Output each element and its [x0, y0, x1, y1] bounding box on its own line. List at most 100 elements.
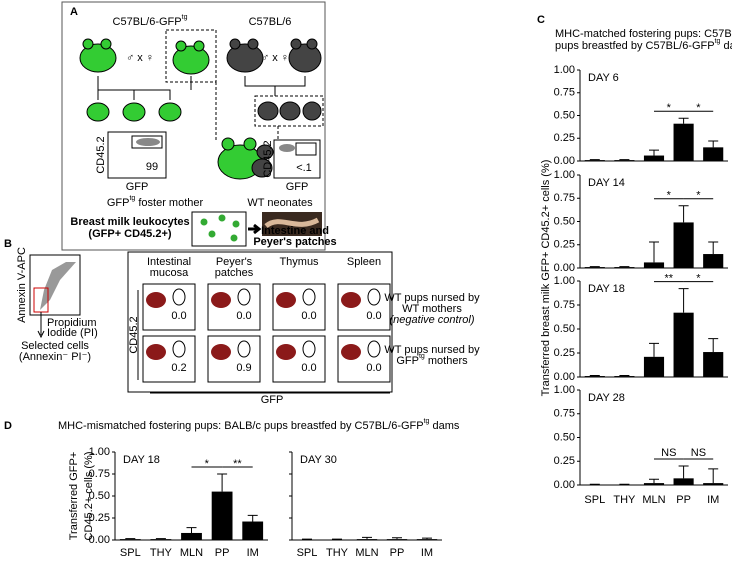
y-tick-label: 0.50 [554, 431, 575, 443]
gate [172, 288, 186, 306]
y-tick-label: 1.00 [554, 169, 575, 181]
x-tick-label: PP [676, 494, 691, 506]
gate-y-label: Annexin V-APC [16, 247, 28, 323]
gate [367, 340, 381, 358]
foster-label-rest: foster mother [135, 197, 203, 209]
facs-x-label: GFP [286, 181, 309, 193]
gfp-female [172, 40, 210, 75]
flow-plot [142, 283, 196, 331]
error-bar [708, 338, 719, 353]
error-bar [678, 465, 689, 479]
foster-label-main: GFP [107, 197, 130, 209]
flow-plot [142, 335, 196, 383]
panel-title-rest: dams [720, 40, 732, 52]
flow-plot [337, 335, 391, 383]
wt-female [288, 38, 322, 73]
bar [181, 532, 202, 540]
y-tick-label: 0.50 [89, 490, 110, 502]
flow-cloud [341, 292, 361, 308]
x-tick-label: THY [613, 494, 636, 506]
x-tick-label: MLN [355, 547, 378, 559]
x-tick-label: MLN [642, 494, 665, 506]
cross-arrows [244, 76, 306, 96]
arrow [248, 223, 262, 235]
neonates-label: WT neonates [247, 197, 313, 209]
gate [367, 288, 381, 306]
error-bar [649, 149, 659, 156]
flow-cloud [146, 292, 166, 308]
flow-value: 0.2 [171, 362, 186, 374]
gate-x-label: Iodide (PI) [47, 327, 98, 339]
bar [242, 521, 264, 540]
bar [584, 267, 605, 268]
wt-male [226, 38, 264, 73]
gate [237, 340, 251, 358]
error-bar [678, 117, 689, 124]
bar [673, 222, 694, 268]
flow-cloud [276, 344, 296, 360]
flow-value: 0.0 [366, 310, 381, 322]
y-tick-label: 1.00 [554, 64, 575, 76]
row-note: (negative control) [390, 314, 475, 326]
flow-value: 0.0 [236, 310, 251, 322]
bar [356, 539, 378, 540]
x-tick-label: PP [215, 547, 230, 559]
x-tick-label: THY [150, 547, 173, 559]
panel-a-art [61, 1, 326, 251]
panel-b-art [29, 251, 393, 393]
bar [386, 539, 408, 540]
significance-label: * [696, 190, 701, 202]
error-bar [649, 342, 659, 357]
significance-label: ** [665, 273, 674, 285]
cross-symbols: ♂ x ♀ [126, 52, 154, 64]
error-bar [649, 241, 659, 263]
y-tick-label: 0.75 [554, 87, 575, 99]
strain-label-main: C57BL/6-GFP [113, 16, 182, 28]
intestine [264, 217, 320, 229]
chart-title: DAY 28 [588, 392, 625, 404]
foster-label: GFPtg foster mother [107, 195, 204, 209]
y-axis-label: Transferred breast milk GFP+ CD45.2+ cel… [540, 160, 552, 397]
destination-label: Peyer's patches [253, 236, 336, 248]
significance-label: * [667, 190, 672, 202]
gfp-pups [86, 102, 182, 122]
panel-label: D [4, 420, 12, 432]
x-tick-label: IM [247, 547, 259, 559]
x-tick-label: SPL [584, 494, 605, 506]
bar [584, 376, 605, 377]
y-tick-label: 1.00 [554, 275, 575, 287]
y-tick-label: 0.50 [554, 323, 575, 335]
flow-value: 0.9 [236, 362, 251, 374]
significance-label: NS [661, 447, 676, 459]
error-bar [649, 478, 659, 484]
gate [237, 288, 251, 306]
strain-label: C57BL/6-GFPtg [113, 14, 188, 28]
bar [416, 539, 438, 540]
facs-cloud [279, 144, 295, 152]
y-tick-label: 0.25 [554, 239, 575, 251]
tissue-label: patches [215, 267, 254, 279]
axis-label: CD45.2 [128, 316, 140, 353]
flow-value: 0.0 [366, 362, 381, 374]
facs-y-label: CD45.2 [95, 136, 107, 173]
tissue-label: mucosa [150, 267, 189, 279]
bar [703, 483, 724, 485]
panel-title: MHC-mismatched fostering pups: BALB/c pu… [58, 418, 460, 432]
y-tick-label: 0.00 [89, 534, 110, 546]
flow-cloud [341, 344, 361, 360]
error-bar [392, 537, 402, 540]
flow-plot [272, 335, 326, 383]
y-tick-label: 0.00 [554, 262, 575, 274]
significance-label: * [696, 273, 701, 285]
panel-a-frame [61, 1, 326, 251]
wt-pups [257, 101, 322, 121]
flow-plot [272, 283, 326, 331]
panel-title-sup: tg [715, 38, 721, 45]
gate [302, 288, 316, 306]
y-tick-label: 0.25 [89, 512, 110, 524]
selected-label: Selected cells [21, 340, 89, 352]
row-label: WT pups nursed by [384, 292, 480, 304]
tissue-label: Spleen [347, 256, 381, 268]
destination-label: Intestine and [261, 225, 329, 237]
bar [211, 491, 233, 540]
